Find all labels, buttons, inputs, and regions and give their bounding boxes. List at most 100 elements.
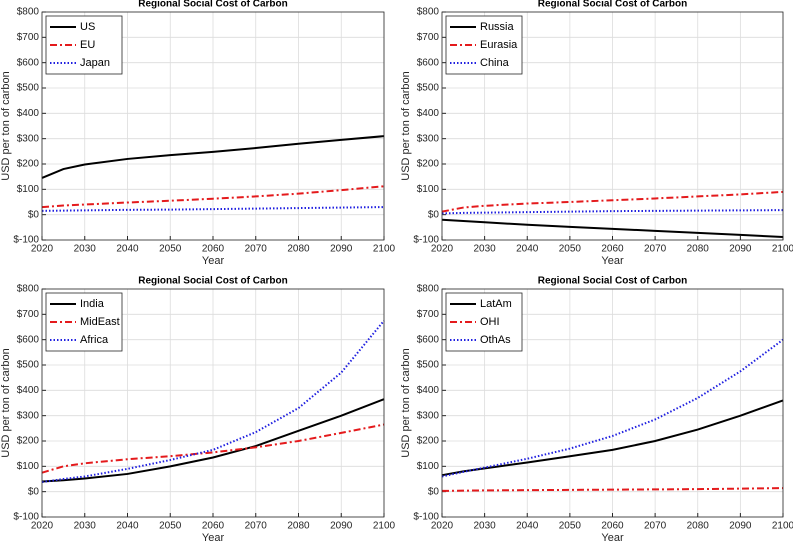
y-tick-label: $600 [417,334,440,345]
legend-label: India [80,298,105,310]
y-tick-label: $800 [417,7,440,18]
y-tick-label: $200 [417,159,440,170]
legend-label: EU [80,39,95,51]
legend-label: Japan [80,57,110,69]
x-tick-label: 2090 [330,244,353,255]
y-tick-label: $700 [417,32,440,43]
axes-box [41,288,385,518]
y-tick-label: $500 [17,360,40,371]
legend-label: OHI [480,316,500,328]
x-tick-label: 2030 [474,244,497,255]
axes-box [41,11,385,241]
y-tick-label: $0 [28,209,40,220]
y-tick-label: $100 [417,461,440,472]
axes-box [441,288,784,518]
x-tick-label: 2020 [431,244,454,255]
series-line [41,206,385,212]
y-tick-label: $700 [17,309,40,320]
x-tick-label: 2060 [202,521,225,532]
x-tick-label: 2050 [159,521,182,532]
y-tick-label: $200 [17,159,40,170]
y-tick-label: $0 [28,486,40,497]
y-tick-label: $500 [417,83,440,94]
y-tick-label: $100 [17,184,40,195]
y-tick-label: $400 [417,108,440,119]
y-tick-label: $600 [17,57,40,68]
y-tick-label: $100 [17,461,40,472]
y-axis-label: USD per ton of carbon [0,348,12,457]
x-tick-label: 2070 [245,244,268,255]
y-tick-label: $0 [428,486,440,497]
x-tick-label: 2040 [116,244,139,255]
chart-title: Regional Social Cost of Carbon [138,276,287,287]
legend-label: China [480,57,510,69]
y-tick-label: $500 [417,360,440,371]
y-axis-label: USD per ton of carbon [400,348,412,457]
axes-box [441,11,784,241]
x-tick-label: 2060 [601,244,624,255]
y-tick-label: $-100 [413,235,439,246]
x-axis-label: Year [601,532,624,544]
legend-label: US [80,21,95,33]
y-tick-label: $-100 [413,512,439,523]
legend-label: Eurasia [480,39,518,51]
panel: $-100 $0 $100 $200 $300 $400 $500 $600 $700 $800 2… [400,0,793,267]
legend-label: Russia [480,21,515,33]
legend-box [45,292,123,352]
x-tick-label: 2040 [516,521,539,532]
legend-label: Africa [80,334,109,346]
panel: $-100 $0 $100 $200 $300 $400 $500 $600 $700 $800 2… [400,276,793,544]
x-axis-label: Year [202,255,225,267]
y-tick-label: $400 [17,108,40,119]
x-tick-label: 2090 [330,521,353,532]
panel: $-100 $0 $100 $200 $300 $400 $500 $600 $700 $800 2… [0,276,396,544]
y-tick-label: $500 [17,83,40,94]
series-line [41,185,385,209]
x-tick-label: 2030 [474,521,497,532]
x-tick-label: 2040 [516,244,539,255]
y-tick-label: $-100 [13,512,39,523]
series-line [441,190,784,213]
y-tick-label: $200 [417,436,440,447]
x-tick-label: 2050 [559,521,582,532]
chart-title: Regional Social Cost of Carbon [538,276,687,287]
y-tick-label: $300 [417,410,440,421]
y-tick-label: $700 [417,309,440,320]
series-line [41,135,385,179]
x-tick-label: 2050 [159,244,182,255]
x-tick-label: 2020 [431,521,454,532]
x-tick-label: 2040 [116,521,139,532]
legend-label: LatAm [480,298,512,310]
x-tick-label: 2030 [74,521,97,532]
y-axis-label: USD per ton of carbon [400,71,412,180]
x-tick-label: 2070 [245,521,268,532]
y-tick-label: $0 [428,209,440,220]
y-tick-label: $300 [417,133,440,144]
y-tick-label: $300 [17,133,40,144]
y-tick-label: $600 [417,57,440,68]
y-tick-label: $400 [417,385,440,396]
x-axis-label: Year [202,532,225,544]
x-tick-label: 2090 [729,244,752,255]
chart-title: Regional Social Cost of Carbon [538,0,687,10]
series-line [441,338,784,478]
y-axis-label: USD per ton of carbon [0,71,12,180]
x-tick-label: 2070 [644,521,667,532]
y-tick-label: $800 [17,284,40,295]
y-tick-label: $200 [17,436,40,447]
x-tick-label: 2090 [729,521,752,532]
y-tick-label: $800 [417,284,440,295]
series-line [41,398,385,483]
panel: $-100 $0 $100 $200 $300 $400 $500 $600 $700 $800 2… [0,0,396,267]
legend-label: MidEast [80,316,120,328]
x-tick-label: 2100 [373,521,396,532]
x-tick-label: 2080 [687,521,710,532]
x-tick-label: 2100 [772,521,793,532]
chart-title: Regional Social Cost of Carbon [138,0,287,10]
x-tick-label: 2100 [373,244,396,255]
legend-box [45,15,123,75]
y-tick-label: $-100 [13,235,39,246]
series-line [441,218,784,238]
series-line [441,209,784,215]
